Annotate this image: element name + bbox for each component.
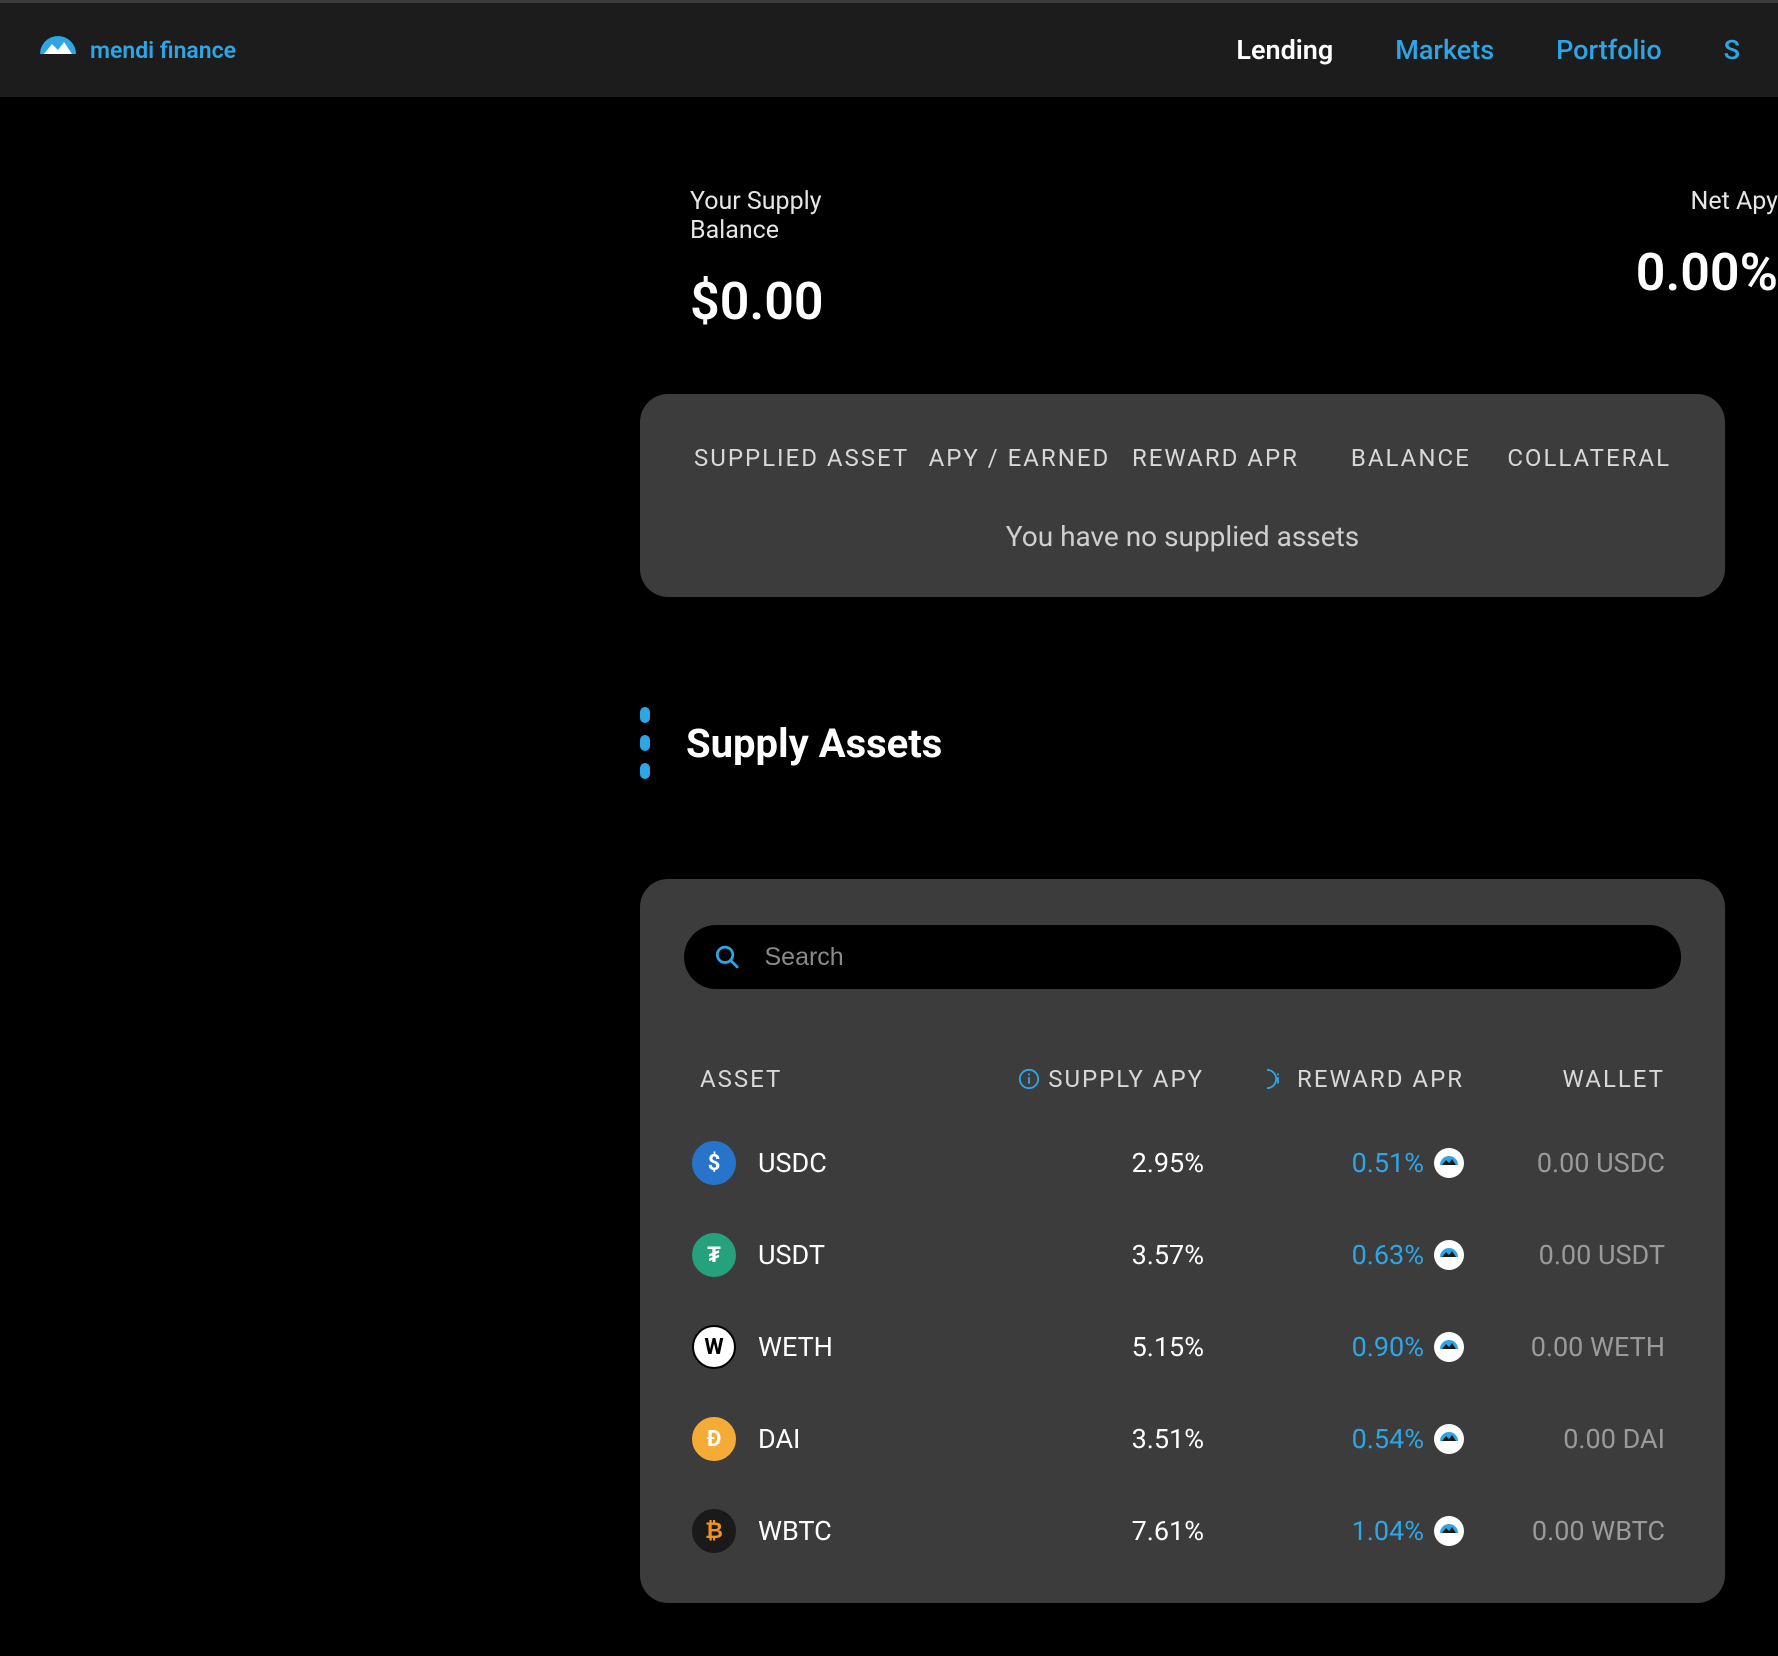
col-supply-apy-label: SUPPLY APY [1048,1065,1204,1093]
brand-logo[interactable]: mendi finance [38,34,236,66]
net-apy-label: Net Apy [1636,187,1778,216]
asset-name-cell: ₮ USDT [684,1233,944,1277]
asset-reward-apr: 1.04% [1204,1515,1464,1547]
supply-assets-card: ASSET SUPPLY APY REWARD APR WALLET $US [640,879,1725,1603]
supply-balance-block: Your Supply Balance $0.00 [690,187,916,332]
col-reward-apr-label: REWARD APR [1297,1065,1464,1093]
reward-token-icon [1434,1332,1464,1362]
asset-supply-apy: 7.61% [944,1515,1204,1547]
asset-symbol: USDC [758,1147,827,1179]
token-icon: Ð [692,1417,736,1461]
col-supply-apy: SUPPLY APY [944,1065,1204,1093]
table-row[interactable]: Ð DAI 3.51%0.54%0.00 DAI [684,1417,1681,1461]
nav-markets[interactable]: Markets [1395,34,1494,66]
search-icon [714,943,740,971]
asset-symbol: DAI [758,1423,800,1455]
supply-balance-label: Your Supply Balance [690,187,916,245]
table-row[interactable]: W WETH 5.15%0.90%0.00 WETH [684,1325,1681,1369]
asset-reward-apr: 0.63% [1204,1239,1464,1271]
table-row[interactable]: ₮ USDT 3.57%0.63%0.00 USDT [684,1233,1681,1277]
nav-portfolio[interactable]: Portfolio [1556,34,1662,66]
token-icon: $ [692,1141,736,1185]
heading-dots-icon [640,707,650,779]
asset-symbol: WBTC [758,1515,832,1547]
assets-headers: ASSET SUPPLY APY REWARD APR WALLET [684,1065,1681,1093]
asset-supply-apy: 3.57% [944,1239,1204,1271]
main-content: Your Supply Balance $0.00 Net Apy 0.00% … [0,97,1778,1603]
asset-supply-apy: 5.15% [944,1331,1204,1363]
col-asset: ASSET [684,1065,944,1093]
asset-wallet-balance: 0.00 WBTC [1464,1515,1681,1547]
asset-supply-apy: 2.95% [944,1147,1204,1179]
col-apy-earned: APY / EARNED [929,444,1132,472]
token-icon: W [692,1325,736,1369]
info-icon[interactable] [1267,1068,1289,1090]
logo-icon [38,34,78,66]
col-balance: BALANCE [1351,444,1507,472]
asset-name-cell: ₿ WBTC [684,1509,944,1553]
asset-supply-apy: 3.51% [944,1423,1204,1455]
asset-rows-container: $USDC2.95%0.51%0.00 USDC₮USDT3.57%0.63%0… [684,1141,1681,1553]
search-input[interactable] [764,943,1651,972]
summary-row: Your Supply Balance $0.00 Net Apy 0.00% [690,187,1778,332]
reward-token-icon [1434,1424,1464,1454]
table-row[interactable]: ₿ WBTC 7.61%1.04%0.00 WBTC [684,1509,1681,1553]
asset-wallet-balance: 0.00 DAI [1464,1423,1681,1455]
supplied-assets-card: SUPPLIED ASSET APY / EARNED REWARD APR B… [640,394,1725,597]
asset-reward-apr: 0.54% [1204,1423,1464,1455]
col-wallet: WALLET [1464,1065,1681,1093]
brand-name: mendi finance [90,37,236,64]
table-row[interactable]: $ USDC 2.95%0.51%0.00 USDC [684,1141,1681,1185]
asset-wallet-balance: 0.00 USDT [1464,1239,1681,1271]
main-nav: Lending Markets Portfolio S [1236,34,1740,66]
supply-assets-heading-row: Supply Assets [640,707,1778,779]
token-icon: ₿ [692,1509,736,1553]
net-apy-value: 0.00% [1636,242,1778,303]
col-reward-apr: REWARD APR [1132,444,1351,472]
nav-lending[interactable]: Lending [1236,34,1333,66]
reward-token-icon [1434,1516,1464,1546]
asset-symbol: USDT [758,1239,825,1271]
col-reward-apr: REWARD APR [1204,1065,1464,1093]
asset-wallet-balance: 0.00 WETH [1464,1331,1681,1363]
asset-reward-apr: 0.90% [1204,1331,1464,1363]
supplied-headers: SUPPLIED ASSET APY / EARNED REWARD APR B… [694,444,1671,472]
top-header: mendi finance Lending Markets Portfolio … [0,0,1778,97]
asset-name-cell: W WETH [684,1325,944,1369]
supplied-empty-message: You have no supplied assets [694,520,1671,553]
reward-token-icon [1434,1240,1464,1270]
nav-extra[interactable]: S [1724,34,1740,66]
search-wrap [684,925,1681,989]
info-icon[interactable] [1018,1068,1040,1090]
asset-reward-apr: 0.51% [1204,1147,1464,1179]
asset-symbol: WETH [758,1331,833,1363]
asset-wallet-balance: 0.00 USDC [1464,1147,1681,1179]
net-apy-block: Net Apy 0.00% [1636,187,1778,332]
supply-assets-heading: Supply Assets [686,720,942,767]
col-collateral: COLLATERAL [1507,444,1671,472]
col-supplied-asset: SUPPLIED ASSET [694,444,929,472]
asset-name-cell: Ð DAI [684,1417,944,1461]
token-icon: ₮ [692,1233,736,1277]
asset-name-cell: $ USDC [684,1141,944,1185]
supply-balance-value: $0.00 [690,271,916,332]
reward-token-icon [1434,1148,1464,1178]
